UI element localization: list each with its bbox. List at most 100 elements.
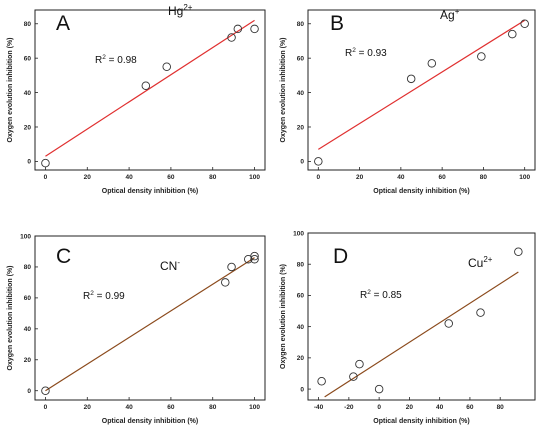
data-point <box>141 81 151 90</box>
r-symbol: R <box>360 290 367 301</box>
data-point <box>250 254 259 264</box>
y-tick-label: 100 <box>293 230 304 237</box>
y-tick-label: 40 <box>24 90 32 97</box>
r-squared-label: R2 = 0.98 <box>95 54 137 66</box>
fit-line <box>318 19 525 150</box>
ion-charge: - <box>177 258 180 267</box>
y-tick-label: 20 <box>24 124 32 131</box>
y-axis-label: Oxygen evolution inhibition (%) <box>7 266 14 371</box>
x-tick-label: 0 <box>44 174 48 181</box>
plot-frame <box>307 9 536 171</box>
ion-symbol: Ag <box>440 8 455 22</box>
r-squared-label: R2 = 0.85 <box>360 289 402 301</box>
x-axis-label: Optical density inhibition (%) <box>102 418 198 425</box>
r-squared-value: = 0.98 <box>106 55 137 66</box>
data-point <box>444 319 453 328</box>
x-tick-label: 100 <box>249 174 260 181</box>
data-point <box>221 278 230 287</box>
y-tick-label: 80 <box>24 264 32 271</box>
fit-line <box>324 271 519 398</box>
plot-frame <box>34 9 266 171</box>
y-tick-label: 40 <box>24 326 32 333</box>
r-exponent: 2 <box>367 289 371 296</box>
r-squared-value: = 0.93 <box>356 48 387 59</box>
data-point <box>41 158 50 168</box>
data-point <box>233 24 243 34</box>
x-tick-label: 60 <box>466 404 474 411</box>
r-symbol: R <box>83 291 90 302</box>
y-tick-label: 20 <box>297 124 305 131</box>
x-tick-label: 80 <box>209 174 217 181</box>
y-axis-label: Oxygen evolution inhibition (%) <box>7 38 14 143</box>
y-tick-label: 60 <box>24 55 32 62</box>
panel-d: -40 -20 0 20 40 60 80 0 20 40 60 80 100 Optical densi… <box>280 230 536 425</box>
x-tick-label: 40 <box>397 174 405 181</box>
x-tick-label: 20 <box>84 174 92 181</box>
y-axis-label: Oxygen evolution inhibition (%) <box>280 264 287 369</box>
y-tick-label: 40 <box>297 324 305 331</box>
x-tick-label: 80 <box>497 404 505 411</box>
panel-letter: D <box>333 245 348 268</box>
data-point <box>349 372 358 381</box>
x-tick-label: -20 <box>344 404 354 411</box>
y-tick-label: 60 <box>24 295 32 302</box>
r-exponent: 2 <box>102 54 106 61</box>
ion-symbol: CN <box>160 259 177 273</box>
panel-letter: C <box>56 245 71 268</box>
ion-symbol: Cu <box>468 256 483 270</box>
x-tick-label: 100 <box>249 404 260 411</box>
x-tick-label: 40 <box>125 404 133 411</box>
r-squared-label: R2 = 0.93 <box>345 47 387 59</box>
ion-label: Hg2+ <box>168 3 193 18</box>
data-point <box>374 384 384 394</box>
x-tick-label: 20 <box>84 404 92 411</box>
r-squared-value: = 0.99 <box>94 291 125 302</box>
fit-line <box>45 257 255 392</box>
y-tick-label: 0 <box>300 159 304 166</box>
x-tick-label: -40 <box>314 404 324 411</box>
x-tick-label: 40 <box>125 174 133 181</box>
panel-b: 0 20 40 60 80 100 0 20 40 60 80 Optical density inh… <box>280 7 536 195</box>
data-point <box>355 359 364 369</box>
data-point <box>520 19 529 29</box>
x-tick-label: 60 <box>167 174 175 181</box>
fit-line <box>45 19 255 157</box>
data-point <box>427 59 437 68</box>
data-point <box>250 251 259 261</box>
data-point <box>250 24 259 34</box>
r-exponent: 2 <box>90 290 94 297</box>
r-symbol: R <box>95 55 102 66</box>
y-tick-label: 100 <box>20 233 31 240</box>
r-squared-label: R2 = 0.99 <box>83 290 125 302</box>
y-tick-label: 60 <box>297 55 305 62</box>
x-tick-label: 20 <box>406 404 414 411</box>
data-point <box>514 247 523 256</box>
ion-label: CN- <box>160 258 180 273</box>
y-tick-label: 20 <box>297 355 305 362</box>
panel-letter: A <box>56 12 70 35</box>
x-tick-label: 80 <box>209 404 217 411</box>
plot-frame <box>34 235 266 401</box>
x-tick-label: 60 <box>439 174 447 181</box>
panel-c: 0 20 40 60 80 100 0 20 40 60 80 100 Optical density … <box>7 233 266 425</box>
x-tick-label: 100 <box>519 174 530 181</box>
y-tick-label: 0 <box>27 388 31 395</box>
ion-charge: 2+ <box>183 3 192 12</box>
data-point <box>227 262 236 272</box>
data-point <box>41 386 50 395</box>
r-exponent: 2 <box>352 47 356 54</box>
x-tick-label: 0 <box>377 404 381 411</box>
data-point <box>317 377 326 386</box>
ion-charge: + <box>455 7 460 16</box>
x-tick-label: 0 <box>44 404 48 411</box>
y-tick-label: 80 <box>297 262 305 269</box>
ion-charge: 2+ <box>483 255 492 264</box>
y-tick-label: 0 <box>27 159 31 166</box>
data-point <box>162 62 171 72</box>
ion-label: Ag+ <box>440 7 460 22</box>
panel-a: 0 20 40 60 80 100 0 20 40 60 80 Optical density inh… <box>7 3 266 195</box>
ion-label: Cu2+ <box>468 255 493 270</box>
data-point <box>406 74 416 84</box>
